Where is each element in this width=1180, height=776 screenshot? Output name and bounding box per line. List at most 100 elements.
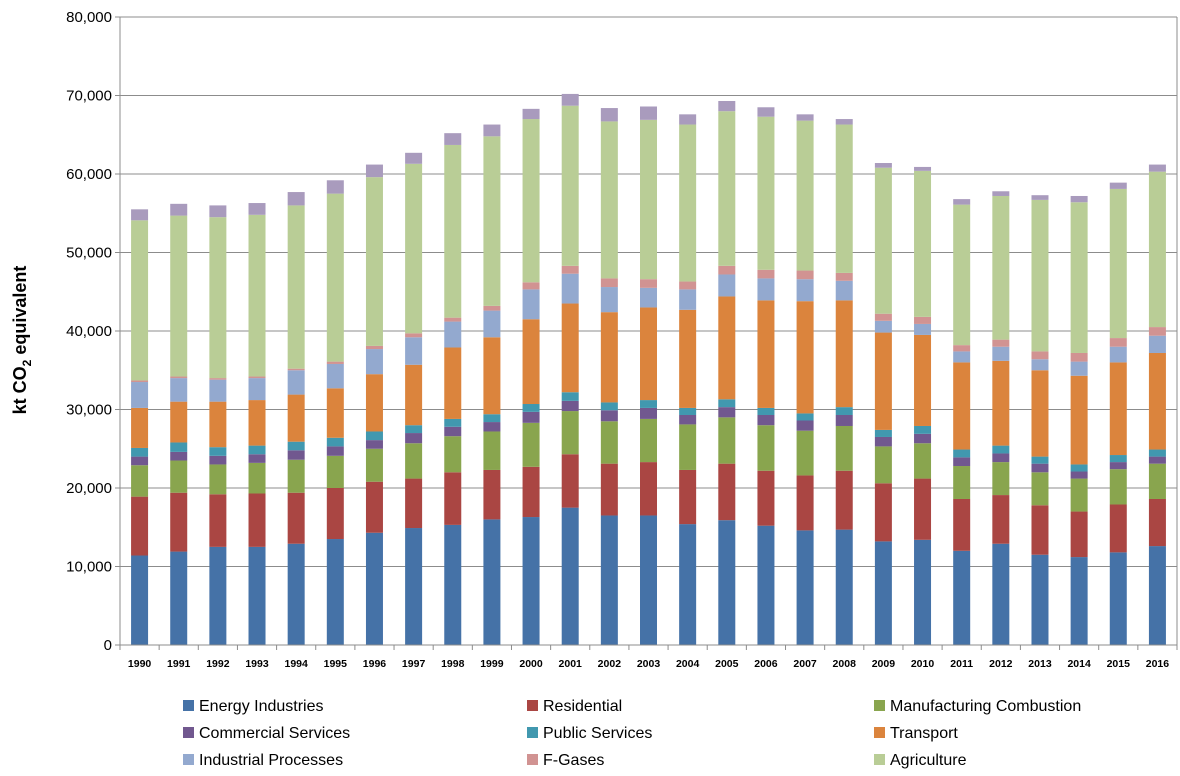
- bar-stack-1997: [405, 152, 423, 645]
- bar-segment-residential-2013: [1031, 505, 1049, 555]
- bar-segment-public-services-2009: [874, 429, 892, 437]
- bar-segment-residential-1995: [326, 488, 344, 540]
- bar-segment-transport-2010: [914, 334, 932, 426]
- bar-segment-transport-2002: [600, 312, 618, 403]
- bar-segment-public-services-2016: [1148, 449, 1166, 457]
- bar-segment-transport-1992: [209, 401, 227, 448]
- y-axis-label-prefix: kt CO: [10, 366, 30, 414]
- bar-segment-transport-1996: [365, 374, 383, 432]
- bar-segment-series-9-2001: [561, 93, 579, 106]
- bar-segment-commercial-services-2006: [757, 414, 775, 426]
- bar-segment-commercial-services-2014: [1070, 471, 1088, 479]
- y-tick-label: 80,000: [66, 9, 112, 26]
- y-tick-labels: 0 10,000 20,000 30,000 40,000 50,000 60,000 70,…: [66, 9, 112, 654]
- x-tick-label: 2014: [1067, 658, 1091, 670]
- bar-segment-industrial-processes-2011: [953, 351, 971, 363]
- bar-segment-industrial-processes-1990: [131, 382, 149, 408]
- bar-segment-residential-1993: [248, 493, 266, 547]
- legend-label: Residential: [543, 698, 622, 715]
- legend-swatch: [183, 727, 194, 738]
- bar-segment-manufacturing-combustion-1994: [287, 459, 305, 493]
- bar-segment-energy-industries-1991: [170, 551, 188, 645]
- bar-segment-manufacturing-combustion-2011: [953, 466, 971, 499]
- bar-segment-residential-2011: [953, 498, 971, 551]
- bar-segment-transport-2004: [679, 309, 697, 408]
- bar-segment-public-services-2011: [953, 449, 971, 458]
- bar-segment-f-gases-2012: [992, 339, 1010, 347]
- bar-segment-public-services-2006: [757, 407, 775, 415]
- bar-segment-energy-industries-1993: [248, 546, 266, 645]
- bar-segment-manufacturing-combustion-2014: [1070, 478, 1088, 512]
- y-axis-label-suffix: equivalent: [10, 266, 30, 360]
- bar-segment-transport-1999: [483, 337, 501, 415]
- bar-segment-industrial-processes-1996: [365, 349, 383, 375]
- bar-segment-series-9-2007: [796, 114, 814, 121]
- x-tick-label: 1992: [206, 658, 230, 670]
- legend-item-public-services: Public Services: [527, 725, 652, 742]
- bar-segment-industrial-processes-2005: [718, 274, 736, 297]
- bar-segment-commercial-services-2008: [835, 414, 853, 426]
- bar-segment-manufacturing-combustion-2006: [757, 425, 775, 471]
- bar-segment-industrial-processes-2002: [600, 287, 618, 313]
- bar-segment-transport-2000: [522, 319, 540, 405]
- x-tick-label: 2012: [989, 658, 1013, 670]
- bar-segment-agriculture-2009: [874, 167, 892, 314]
- bar-stack-1994: [287, 192, 305, 645]
- bar-segment-public-services-1990: [131, 447, 149, 457]
- bar-stack-2009: [874, 163, 892, 645]
- bar-segment-transport-2014: [1070, 375, 1088, 465]
- bar-segment-agriculture-2016: [1148, 171, 1166, 328]
- bar-segment-public-services-2001: [561, 392, 579, 401]
- bar-stack-1990: [131, 209, 149, 645]
- x-tick-label: 2004: [676, 658, 700, 670]
- bar-segment-commercial-services-2005: [718, 407, 736, 418]
- legend-swatch: [874, 727, 885, 738]
- bar-segment-industrial-processes-2009: [874, 320, 892, 333]
- bar-stack-1991: [170, 203, 188, 645]
- y-tick-label: 70,000: [66, 88, 112, 105]
- bar-segment-residential-1999: [483, 469, 501, 520]
- bar-segment-residential-2005: [718, 463, 736, 521]
- legend-swatch: [527, 727, 538, 738]
- x-tick-label: 1996: [363, 658, 387, 670]
- legend-label: F-Gases: [543, 752, 604, 769]
- bar-segment-series-9-2016: [1148, 164, 1166, 172]
- bar-segment-series-9-2006: [757, 107, 775, 117]
- bar-segment-series-9-1996: [365, 164, 383, 178]
- bar-segment-industrial-processes-2010: [914, 323, 932, 335]
- bar-segment-f-gases-2008: [835, 272, 853, 281]
- bar-segment-series-9-1994: [287, 192, 305, 206]
- legend-swatch: [183, 754, 194, 765]
- bar-segment-manufacturing-combustion-1990: [131, 465, 149, 497]
- bar-segment-energy-industries-2005: [718, 520, 736, 645]
- bar-segment-manufacturing-combustion-2009: [874, 446, 892, 484]
- bar-segment-commercial-services-1992: [209, 455, 227, 465]
- bar-segment-commercial-services-2002: [600, 410, 618, 422]
- bar-segment-public-services-1991: [170, 442, 188, 452]
- bar-stack-2000: [522, 108, 540, 645]
- bar-segment-commercial-services-1995: [326, 446, 344, 456]
- bar-segment-public-services-2002: [600, 402, 618, 411]
- bar-segment-agriculture-2001: [561, 105, 579, 266]
- bar-stack-1993: [248, 203, 266, 645]
- x-tick-label: 1998: [441, 658, 465, 670]
- bar-segment-f-gases-2010: [914, 316, 932, 324]
- bar-segment-energy-industries-2016: [1148, 546, 1166, 645]
- bar-stack-2004: [679, 114, 697, 645]
- legend-item-agriculture: Agriculture: [874, 752, 967, 769]
- legend-swatch: [527, 754, 538, 765]
- bar-segment-transport-2006: [757, 300, 775, 408]
- x-tick-label: 2013: [1028, 658, 1052, 670]
- bar-segment-residential-1990: [131, 496, 149, 556]
- legend-label: Transport: [890, 725, 958, 742]
- bar-segment-industrial-processes-1998: [444, 321, 462, 348]
- bar-segment-agriculture-2002: [600, 121, 618, 279]
- bar-stack-2008: [835, 119, 853, 645]
- bar-segment-agriculture-1999: [483, 136, 501, 306]
- bar-stack-1996: [365, 164, 383, 645]
- bar-segment-energy-industries-2015: [1109, 552, 1127, 645]
- bar-segment-f-gases-2015: [1109, 338, 1127, 347]
- bar-segment-energy-industries-1998: [444, 524, 462, 645]
- bar-segment-public-services-2007: [796, 413, 814, 421]
- bar-segment-manufacturing-combustion-2005: [718, 417, 736, 464]
